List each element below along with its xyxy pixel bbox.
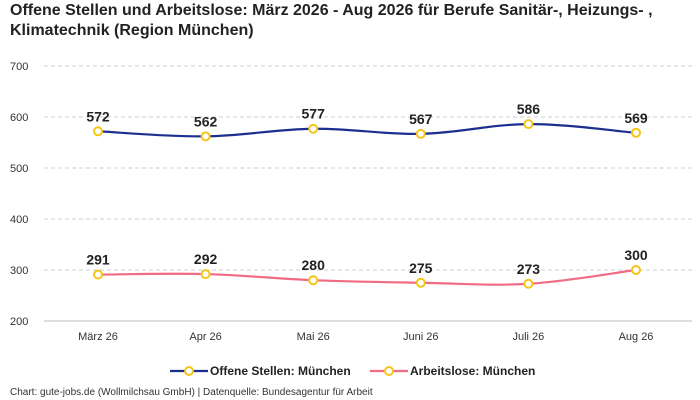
data-point — [93, 269, 103, 280]
legend-swatch-marker — [184, 366, 194, 376]
data-points — [93, 119, 641, 289]
series-lines — [97, 123, 637, 286]
x-axis-ticks: März 26 Apr 26 Mai 26 Juni 26 Juli 26 Aug 26 — [78, 331, 653, 343]
data-label: 572 — [86, 108, 110, 124]
data-label: 567 — [409, 111, 433, 127]
x-tick-label: Mai 26 — [297, 331, 330, 343]
data-label: 280 — [302, 257, 326, 273]
x-tick-label: März 26 — [78, 331, 118, 343]
series-line — [97, 123, 637, 138]
y-tick-label: 500 — [10, 163, 28, 175]
x-tick-label: Apr 26 — [189, 331, 221, 343]
data-point — [523, 119, 534, 130]
y-tick-label: 300 — [10, 265, 28, 277]
data-point — [631, 127, 641, 138]
data-point — [415, 277, 426, 288]
legend-label: Arbeitslose: München — [410, 364, 535, 378]
data-point — [308, 123, 319, 134]
x-tick-label: Juli 26 — [513, 331, 545, 343]
chart-title: Offene Stellen und Arbeitslose: März 202… — [10, 2, 653, 39]
y-tick-label: 200 — [10, 316, 28, 328]
grid-lines — [44, 65, 692, 322]
legend-swatch-marker — [384, 366, 394, 376]
data-point — [200, 269, 211, 280]
data-label: 300 — [624, 247, 648, 263]
data-label: 291 — [86, 252, 110, 268]
y-tick-label: 400 — [10, 214, 28, 226]
data-point — [415, 128, 426, 139]
legend-label: Offene Stellen: München — [210, 364, 351, 378]
data-label: 577 — [302, 106, 326, 122]
data-label: 273 — [517, 261, 541, 277]
data-label: 292 — [194, 251, 218, 267]
y-axis-ticks: 200 300 400 500 600 700 — [10, 61, 28, 328]
x-tick-label: Aug 26 — [619, 331, 654, 343]
source-footer: Chart: gute-jobs.de (Wollmilchsau GmbH) … — [10, 387, 373, 398]
data-labels: 572 562 577 567 586 569 291 292 280 275 273 300 — [86, 101, 648, 277]
x-tick-label: Juni 26 — [403, 331, 438, 343]
y-tick-label: 600 — [10, 112, 28, 124]
series-line — [97, 268, 637, 286]
data-point — [523, 278, 534, 289]
y-tick-label: 700 — [10, 61, 28, 73]
data-point — [308, 275, 319, 286]
data-label: 562 — [194, 113, 218, 129]
data-point — [93, 126, 103, 137]
data-label: 275 — [409, 260, 433, 276]
data-point — [631, 265, 641, 275]
data-point — [200, 131, 211, 142]
data-label: 586 — [517, 101, 541, 117]
legend: Offene Stellen: München Arbeitslose: Münc… — [170, 364, 535, 378]
data-label: 569 — [624, 110, 648, 126]
